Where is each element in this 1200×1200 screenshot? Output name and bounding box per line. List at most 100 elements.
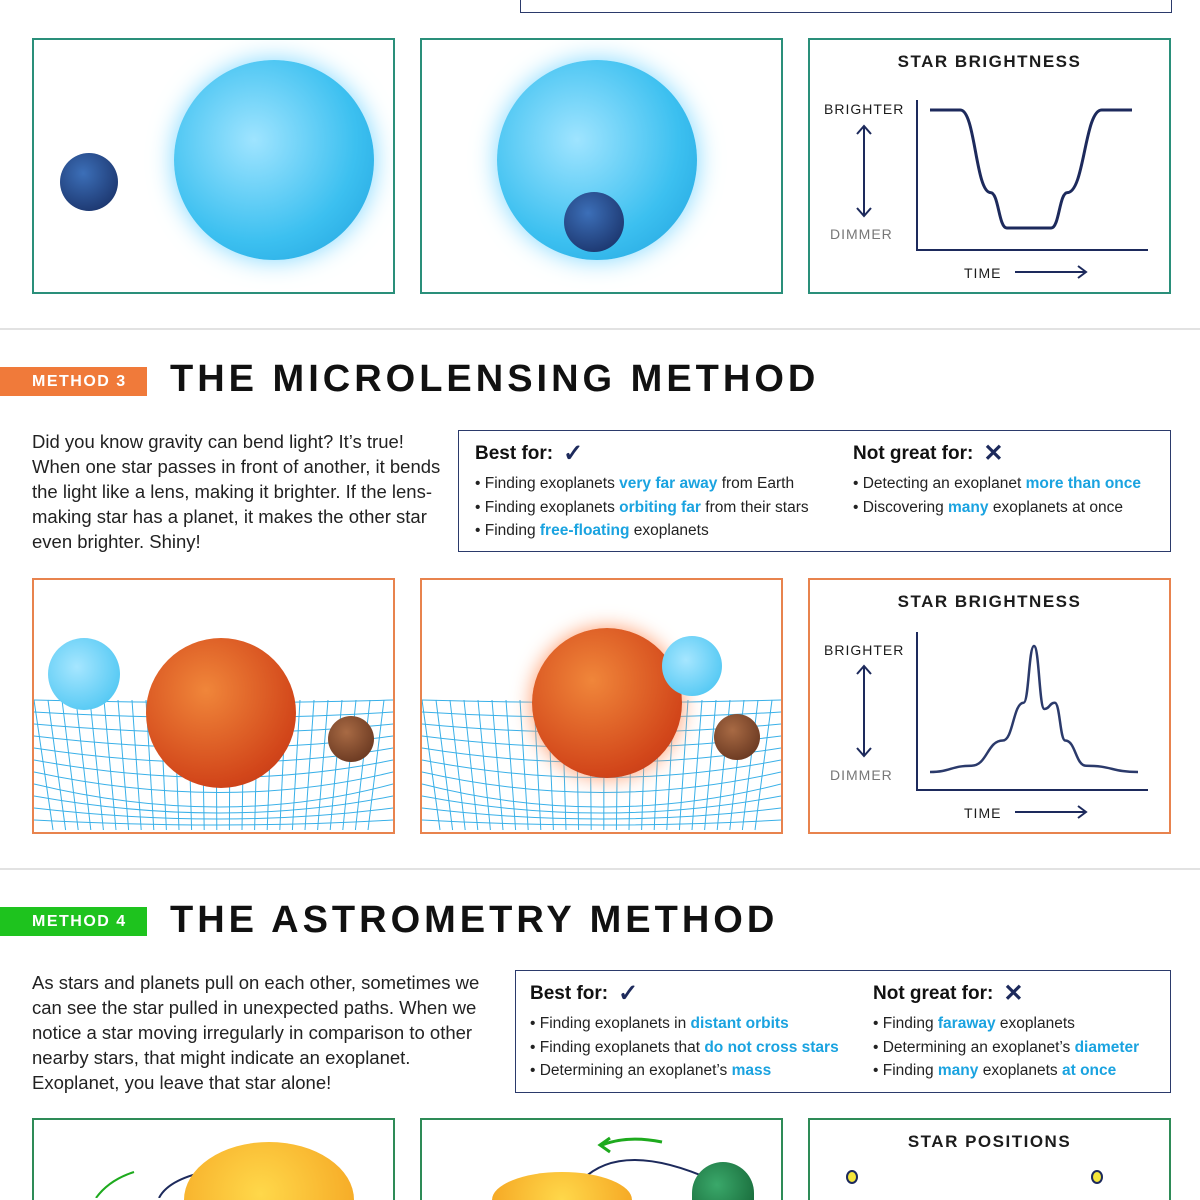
- microlensing-curve: [929, 644, 1139, 774]
- item-text: Finding: [882, 1015, 938, 1032]
- grid-line: [34, 783, 393, 808]
- best-for-label: Best for:: [475, 442, 554, 464]
- planet-icon: [60, 153, 118, 211]
- item-text: Determining an exoplanet’s: [539, 1062, 732, 1079]
- list-item: Determining an exoplanet’s diameter: [873, 1036, 1139, 1060]
- highlight-text: faraway: [937, 1015, 996, 1032]
- item-text: Detecting an exoplanet: [862, 475, 1026, 492]
- grid-line: [422, 819, 781, 826]
- x-icon: ✕: [1003, 980, 1024, 1007]
- item-text: exoplanets at once: [988, 498, 1123, 516]
- check-icon: ✓: [618, 980, 639, 1007]
- grid-line: [754, 699, 773, 831]
- transit-brightness-chart: STAR BRIGHTNESS BRIGHTER DIMMER TIME: [808, 38, 1171, 294]
- section-title: THE ASTROMETRY METHOD: [170, 899, 779, 941]
- grid-line: [291, 699, 301, 831]
- planet-icon: [564, 192, 624, 252]
- item-text: Finding exoplanets: [484, 475, 620, 492]
- item-text: Discovering: [862, 498, 949, 516]
- section-divider: [0, 868, 1200, 870]
- transit-curve: [930, 108, 1132, 230]
- list-item: Finding exoplanets in distant orbits: [530, 1012, 839, 1036]
- chart-svg: [856, 632, 1148, 819]
- item-text: exoplanets: [995, 1015, 1075, 1032]
- list-item: Finding exoplanets that do not cross sta…: [530, 1036, 839, 1060]
- pros-cons-box: Best for: ✓ Finding exoplanets in distant …: [515, 970, 1171, 1093]
- list-item: Finding exoplanets very far away from Ea…: [475, 472, 809, 496]
- highlight-text: more than once: [1025, 475, 1142, 492]
- description: As stars and planets pull on each other,…: [32, 972, 480, 1093]
- star-positions-chart: STAR POSITIONS: [808, 1118, 1171, 1200]
- y-label-dimmer: DIMMER: [830, 767, 893, 783]
- section-divider: [0, 328, 1200, 330]
- grid-line: [519, 699, 529, 831]
- not-great-list: Finding faraway exoplanets Determining an…: [873, 1012, 1139, 1083]
- grid-line: [304, 699, 315, 831]
- grid-line: [422, 771, 781, 793]
- time-arrow-icon: [1015, 265, 1088, 279]
- grid-line: [691, 699, 703, 831]
- star-dot-icon: [1091, 1170, 1103, 1184]
- updown-arrow-icon: [856, 664, 872, 758]
- highlight-text: many: [948, 498, 989, 516]
- transit-illustration-2: [420, 38, 783, 294]
- grid-line: [47, 699, 67, 831]
- microlensing-illustration-2: [420, 578, 783, 834]
- item-text: Determining an exoplanet’s: [882, 1038, 1075, 1056]
- microlensing-illustration-1: [32, 578, 395, 834]
- highlight-text: very far away: [619, 475, 718, 492]
- best-for-list: Finding exoplanets in distant orbitsFind…: [530, 1012, 839, 1083]
- chart-title: STAR BRIGHTNESS: [897, 52, 1082, 71]
- x-label-time: TIME: [964, 805, 1002, 821]
- previous-box-edge: [520, 0, 1172, 13]
- y-axis: [916, 100, 1148, 251]
- check-icon: ✓: [563, 440, 584, 467]
- y-axis: [916, 632, 1148, 791]
- highlight-text: distant orbits: [690, 1015, 789, 1032]
- orbit-arrows: [581, 1136, 713, 1181]
- y-label-brighter: BRIGHTER: [824, 101, 905, 117]
- grid-line: [131, 699, 142, 831]
- x-icon: ✕: [983, 440, 1004, 467]
- best-for-label: Best for:: [530, 982, 609, 1004]
- list-item: Discovering many exoplanets at once: [853, 496, 1141, 520]
- planet-icon: [328, 716, 374, 762]
- description: Did you know gravity can bend light? It’…: [32, 431, 441, 552]
- item-text: Finding exoplanets in: [539, 1015, 691, 1032]
- grid-line: [34, 807, 393, 820]
- highlight-text: many: [937, 1062, 979, 1079]
- grid-line: [422, 807, 781, 820]
- item-text: Finding exoplanets that: [539, 1038, 705, 1056]
- highlight-text: at once: [1061, 1062, 1117, 1079]
- microlensing-brightness-chart: STAR BRIGHTNESS BRIGHTER DIMMER TIME: [808, 578, 1171, 834]
- item-text: Finding exoplanets: [484, 498, 620, 516]
- grid-line: [477, 699, 491, 831]
- background-star-icon: [48, 638, 120, 710]
- transit-illustration-1: [32, 38, 395, 294]
- grid-line: [61, 699, 79, 831]
- section-title: THE MICROLENSING METHOD: [170, 358, 820, 400]
- grid-line: [741, 699, 759, 831]
- background-star-icon: [662, 636, 722, 696]
- grid-line: [678, 699, 689, 831]
- chart-svg: [856, 100, 1148, 279]
- updown-arrow-icon: [856, 124, 872, 218]
- list-item: Determining an exoplanet’s mass: [530, 1059, 839, 1083]
- highlight-text: orbiting far: [619, 498, 701, 516]
- highlight-text: do not cross stars: [704, 1038, 839, 1056]
- grid-line: [422, 699, 441, 831]
- grid-line: [117, 699, 130, 831]
- grid-line: [89, 699, 104, 831]
- grid-line: [34, 819, 393, 826]
- list-item: Detecting an exoplanet more than once: [853, 472, 1141, 496]
- grid-line: [354, 699, 371, 831]
- method-tag: METHOD 3: [0, 367, 147, 396]
- grid-line: [422, 783, 781, 808]
- astrometry-illustration-2: [420, 1118, 783, 1200]
- list-item: Finding exoplanets orbiting far from the…: [475, 496, 809, 520]
- chart-title: STAR BRIGHTNESS: [897, 592, 1082, 611]
- y-label-brighter: BRIGHTER: [824, 642, 905, 658]
- time-arrow-icon: [1015, 805, 1088, 819]
- lens-star-icon: [146, 638, 296, 788]
- grid-line: [34, 795, 393, 814]
